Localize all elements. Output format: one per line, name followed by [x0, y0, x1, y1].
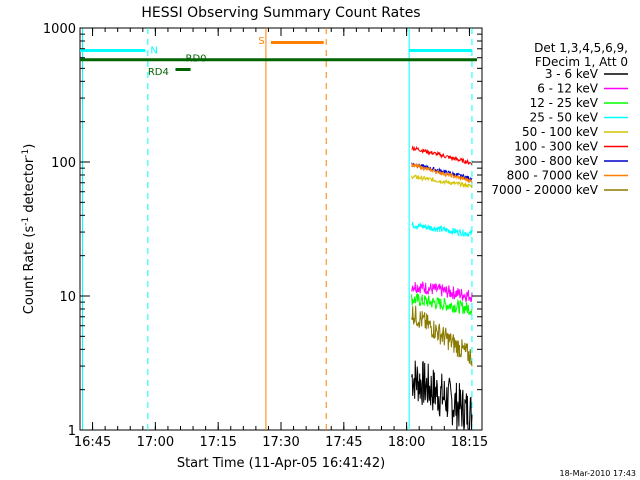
- marker-label: S: [258, 36, 264, 47]
- y-tick-label: 10: [59, 290, 76, 305]
- series-line: [411, 221, 473, 238]
- legend-entry-label: 12 - 25 keV: [530, 96, 599, 110]
- y-tick-label: 1000: [43, 22, 76, 37]
- x-tick-label: 17:45: [325, 435, 362, 450]
- observing-markers: N S RD0 RD4: [80, 28, 477, 430]
- series-line: [411, 360, 473, 431]
- series-line: [411, 162, 473, 184]
- legend-entry-label: 800 - 7000 keV: [507, 169, 599, 183]
- x-tick-label: 17:30: [262, 435, 299, 450]
- y-axis-label: Count Rate (s-1 detector-1): [21, 144, 37, 315]
- legend-entry-label: 7000 - 20000 keV: [491, 183, 598, 197]
- series-line: [411, 305, 473, 367]
- legend: Det 1,3,4,5,6,9,FDecim 1, Att 03 - 6 keV…: [491, 41, 628, 197]
- x-axis-label: Start Time (11-Apr-05 16:41:42): [177, 456, 385, 471]
- footer-timestamp: 18-Mar-2010 17:43: [560, 469, 637, 478]
- legend-header: Det 1,3,4,5,6,9,: [534, 41, 628, 55]
- marker-label: RD4: [148, 67, 169, 78]
- series-line: [411, 281, 473, 303]
- marker-label: N: [150, 45, 157, 56]
- series-line: [411, 145, 473, 166]
- legend-entry-label: 6 - 12 keV: [537, 82, 599, 96]
- series-layer: [411, 145, 473, 431]
- legend-entry-label: 3 - 6 keV: [545, 67, 599, 81]
- series-line: [411, 174, 473, 189]
- x-tick-label: 18:00: [388, 435, 425, 450]
- y-tick-label: 1: [68, 424, 76, 439]
- legend-entry-label: 25 - 50 keV: [530, 111, 599, 125]
- x-tick-label: 18:15: [451, 435, 488, 450]
- legend-header: FDecim 1, Att 0: [535, 55, 628, 69]
- legend-entry-label: 300 - 800 keV: [514, 154, 598, 168]
- plot-frame: [79, 27, 483, 431]
- axes: 16:45 17:00 17:15 17:30 17:45 18:00 18:15 1 10 10…: [43, 22, 488, 450]
- x-tick-label: 16:45: [74, 435, 111, 450]
- chart-title: HESSI Observing Summary Count Rates: [141, 5, 420, 21]
- series-line: [411, 292, 473, 316]
- marker-label: RD0: [186, 54, 207, 65]
- x-tick-label: 17:00: [137, 435, 174, 450]
- x-tick-label: 17:15: [199, 435, 236, 450]
- y-tick-label: 100: [51, 156, 76, 171]
- legend-entry-label: 100 - 300 keV: [514, 140, 598, 154]
- legend-entry-label: 50 - 100 keV: [522, 125, 599, 139]
